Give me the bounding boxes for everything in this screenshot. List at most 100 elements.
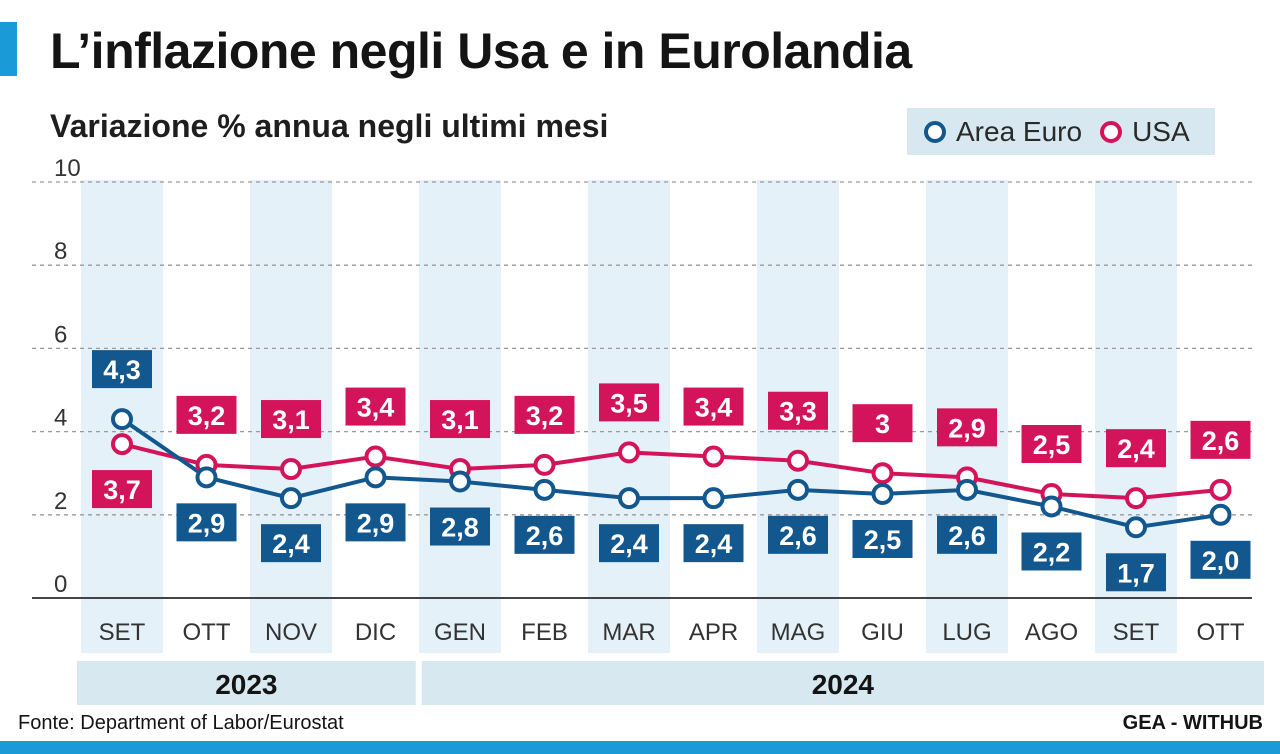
data-label-euro: 2,4	[272, 529, 310, 559]
point-euro	[1125, 516, 1147, 539]
x-tick-label: GIU	[861, 619, 904, 646]
data-label-usa: 3,1	[441, 405, 479, 435]
data-label-euro: 2,4	[695, 529, 733, 559]
data-label-box-euro	[176, 503, 237, 542]
legend-marker-usa	[1100, 120, 1123, 143]
data-label-box-euro	[92, 350, 152, 389]
data-label-box-euro	[514, 515, 575, 554]
data-label-box-usa	[1106, 429, 1166, 468]
y-tick-label: 2	[54, 488, 67, 515]
point-usa	[787, 449, 809, 472]
x-tick-label: NOV	[265, 619, 317, 646]
data-label-usa: 3,1	[272, 405, 310, 435]
x-tick-label: MAR	[602, 619, 655, 646]
x-tick-label: GEN	[434, 619, 486, 646]
point-usa	[1125, 487, 1147, 510]
point-euro	[618, 487, 640, 510]
data-label-box-usa	[683, 387, 744, 426]
year-band	[421, 661, 1264, 705]
x-tick-label: FEB	[521, 619, 568, 646]
y-tick-label: 6	[54, 321, 67, 348]
legend-marker-euro	[924, 120, 946, 143]
data-label-euro: 2,6	[779, 521, 817, 551]
chart-subtitle: Variazione % annua negli ultimi mesi	[50, 108, 609, 144]
point-euro	[1040, 495, 1063, 518]
series-points	[111, 408, 1232, 539]
legend: Area Euro USA	[907, 108, 1215, 155]
data-label-box-usa	[768, 391, 828, 430]
legend-item-euro: Area Euro	[924, 116, 1082, 148]
point-euro	[956, 478, 978, 501]
point-usa	[533, 453, 556, 476]
data-label-box-usa	[261, 400, 321, 439]
data-label-euro: 2,5	[864, 525, 902, 555]
data-label-usa: 3,3	[779, 397, 817, 427]
point-usa	[702, 445, 725, 468]
data-label-euro: 2,4	[610, 529, 648, 559]
data-label-box-euro	[261, 524, 321, 563]
data-label-box-euro	[1021, 532, 1082, 571]
point-euro	[1209, 503, 1232, 526]
point-usa	[111, 433, 133, 456]
data-label-usa: 2,6	[1202, 426, 1240, 456]
legend-label-euro: Area Euro	[956, 115, 1083, 147]
data-label-box-usa	[92, 470, 152, 509]
data-label-euro: 4,3	[103, 355, 141, 385]
source-note: Fonte: Department of Labor/Eurostat	[18, 712, 344, 734]
x-tick-label: MAG	[771, 619, 826, 646]
data-labels: 4,3 2,9 2,4 2,9 2,8 2,6 2,4 2,4 2,6 2,5 2,6 2,2 1,7 2…	[92, 350, 1251, 592]
data-label-usa: 2,5	[1033, 430, 1071, 460]
point-usa	[280, 458, 302, 481]
data-label-usa: 3	[875, 409, 890, 439]
data-label-usa: 2,4	[1117, 434, 1155, 464]
data-label-euro: 1,7	[1117, 558, 1155, 588]
data-label-box-euro	[937, 515, 997, 554]
data-label-box-usa	[599, 383, 659, 422]
x-tick-label: LUG	[942, 619, 991, 646]
data-label-box-euro	[768, 515, 828, 554]
point-euro	[364, 466, 387, 489]
data-label-box-usa	[430, 400, 490, 439]
point-euro	[449, 470, 471, 493]
y-tick-label: 0	[54, 571, 67, 598]
data-label-box-usa	[937, 408, 997, 447]
x-tick-label: OTT	[1197, 619, 1245, 646]
data-label-box-usa	[514, 395, 575, 434]
legend-label-usa: USA	[1132, 115, 1190, 147]
x-tick-label: SET	[99, 619, 146, 646]
data-label-box-usa	[1021, 425, 1082, 463]
data-label-box-usa	[852, 404, 913, 443]
data-label-box-usa	[176, 395, 237, 434]
point-euro	[533, 478, 556, 501]
point-usa	[364, 445, 387, 468]
data-label-euro: 2,2	[1033, 537, 1071, 567]
data-label-euro: 2,8	[441, 513, 479, 543]
y-axis-ticks: 0 2 4 6 8 10	[54, 155, 81, 598]
data-label-box-euro	[683, 524, 744, 563]
data-label-euro: 2,9	[188, 508, 226, 538]
credit-note: GEA - WITHUB	[1122, 712, 1263, 734]
data-label-box-euro	[430, 507, 490, 546]
x-tick-label: APR	[689, 619, 738, 646]
series-line-usa	[121, 442, 1221, 501]
x-axis-months: SET OTT NOV DIC GEN FEB MAR APR MAG GIU LUG AGO SET O…	[99, 619, 1245, 646]
data-label-usa: 3,2	[188, 401, 226, 431]
data-label-euro: 2,6	[526, 521, 564, 551]
data-label-usa: 3,7	[103, 475, 141, 505]
data-label-euro: 2,9	[357, 508, 395, 538]
data-label-usa: 3,2	[526, 401, 564, 431]
point-euro	[111, 408, 133, 431]
legend-item-usa: USA	[1100, 116, 1190, 148]
point-usa	[871, 462, 894, 485]
data-label-box-euro	[345, 503, 406, 542]
accent-bar	[0, 22, 17, 76]
point-euro	[702, 487, 725, 510]
year-bands: 2023 2024	[77, 661, 1264, 705]
series-lines	[120, 417, 1221, 530]
data-label-box-usa	[1190, 420, 1251, 459]
point-euro	[195, 466, 218, 489]
x-tick-label: AGO	[1025, 619, 1078, 646]
point-euro	[787, 478, 809, 501]
point-euro	[280, 487, 302, 510]
data-label-box-euro	[599, 524, 659, 563]
